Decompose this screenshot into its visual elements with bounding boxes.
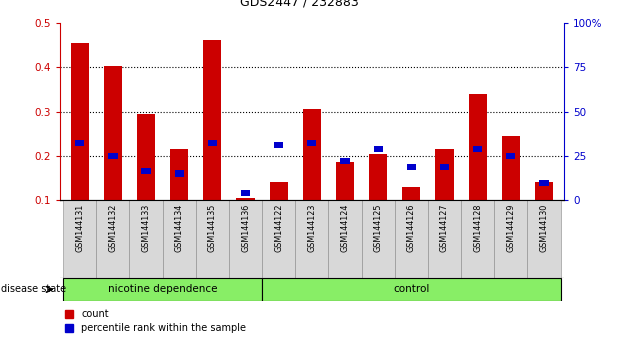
Bar	[208, 140, 217, 147]
Bar	[141, 168, 151, 174]
Bar	[469, 94, 487, 200]
Bar	[295, 200, 328, 278]
Text: nicotine dependence: nicotine dependence	[108, 284, 217, 295]
Bar	[108, 153, 118, 159]
Text: GSM144127: GSM144127	[440, 204, 449, 252]
Bar	[362, 200, 395, 278]
Bar	[428, 200, 461, 278]
Text: GSM144122: GSM144122	[274, 204, 284, 252]
Bar	[407, 164, 416, 170]
Bar	[494, 200, 527, 278]
Bar	[461, 200, 494, 278]
Bar	[501, 136, 520, 200]
Legend: count, percentile rank within the sample: count, percentile rank within the sample	[65, 309, 246, 333]
Bar	[170, 149, 188, 200]
Bar	[63, 200, 96, 278]
Text: GDS2447 / 232883: GDS2447 / 232883	[240, 0, 358, 9]
Bar	[374, 146, 383, 152]
Bar	[262, 200, 295, 278]
Bar	[104, 67, 122, 200]
Text: GSM144130: GSM144130	[539, 204, 549, 252]
Bar	[369, 154, 387, 200]
Bar	[303, 109, 321, 200]
Bar	[340, 158, 350, 164]
Bar	[137, 114, 155, 200]
Text: GSM144125: GSM144125	[374, 204, 382, 252]
Bar	[435, 149, 454, 200]
Bar	[63, 278, 262, 301]
Bar	[71, 43, 89, 200]
Bar	[130, 200, 163, 278]
Bar	[527, 200, 561, 278]
Bar	[535, 182, 553, 200]
Text: GSM144133: GSM144133	[142, 204, 151, 252]
Bar	[440, 164, 449, 170]
Bar	[270, 182, 288, 200]
Bar	[307, 140, 316, 147]
Text: GSM144134: GSM144134	[175, 204, 184, 252]
Bar	[196, 200, 229, 278]
Bar	[236, 198, 255, 200]
Bar	[328, 200, 362, 278]
Text: GSM144135: GSM144135	[208, 204, 217, 252]
Bar	[336, 162, 354, 200]
Text: GSM144136: GSM144136	[241, 204, 250, 252]
Bar	[395, 200, 428, 278]
Bar	[262, 278, 561, 301]
Bar	[229, 200, 262, 278]
Text: GSM144124: GSM144124	[340, 204, 350, 252]
Bar	[241, 190, 250, 196]
Bar	[539, 180, 549, 186]
Text: GSM144131: GSM144131	[75, 204, 84, 252]
Bar	[473, 146, 483, 152]
Bar	[75, 140, 84, 147]
Bar	[274, 142, 284, 148]
Text: GSM144128: GSM144128	[473, 204, 482, 252]
Text: control: control	[393, 284, 430, 295]
Bar	[402, 187, 420, 200]
Text: disease state: disease state	[1, 284, 66, 295]
Bar	[163, 200, 196, 278]
Text: GSM144123: GSM144123	[307, 204, 316, 252]
Bar	[203, 40, 222, 200]
Bar	[506, 153, 515, 159]
Text: GSM144129: GSM144129	[507, 204, 515, 252]
Bar	[175, 170, 184, 177]
Bar	[96, 200, 130, 278]
Text: GSM144132: GSM144132	[108, 204, 117, 252]
Text: GSM144126: GSM144126	[407, 204, 416, 252]
